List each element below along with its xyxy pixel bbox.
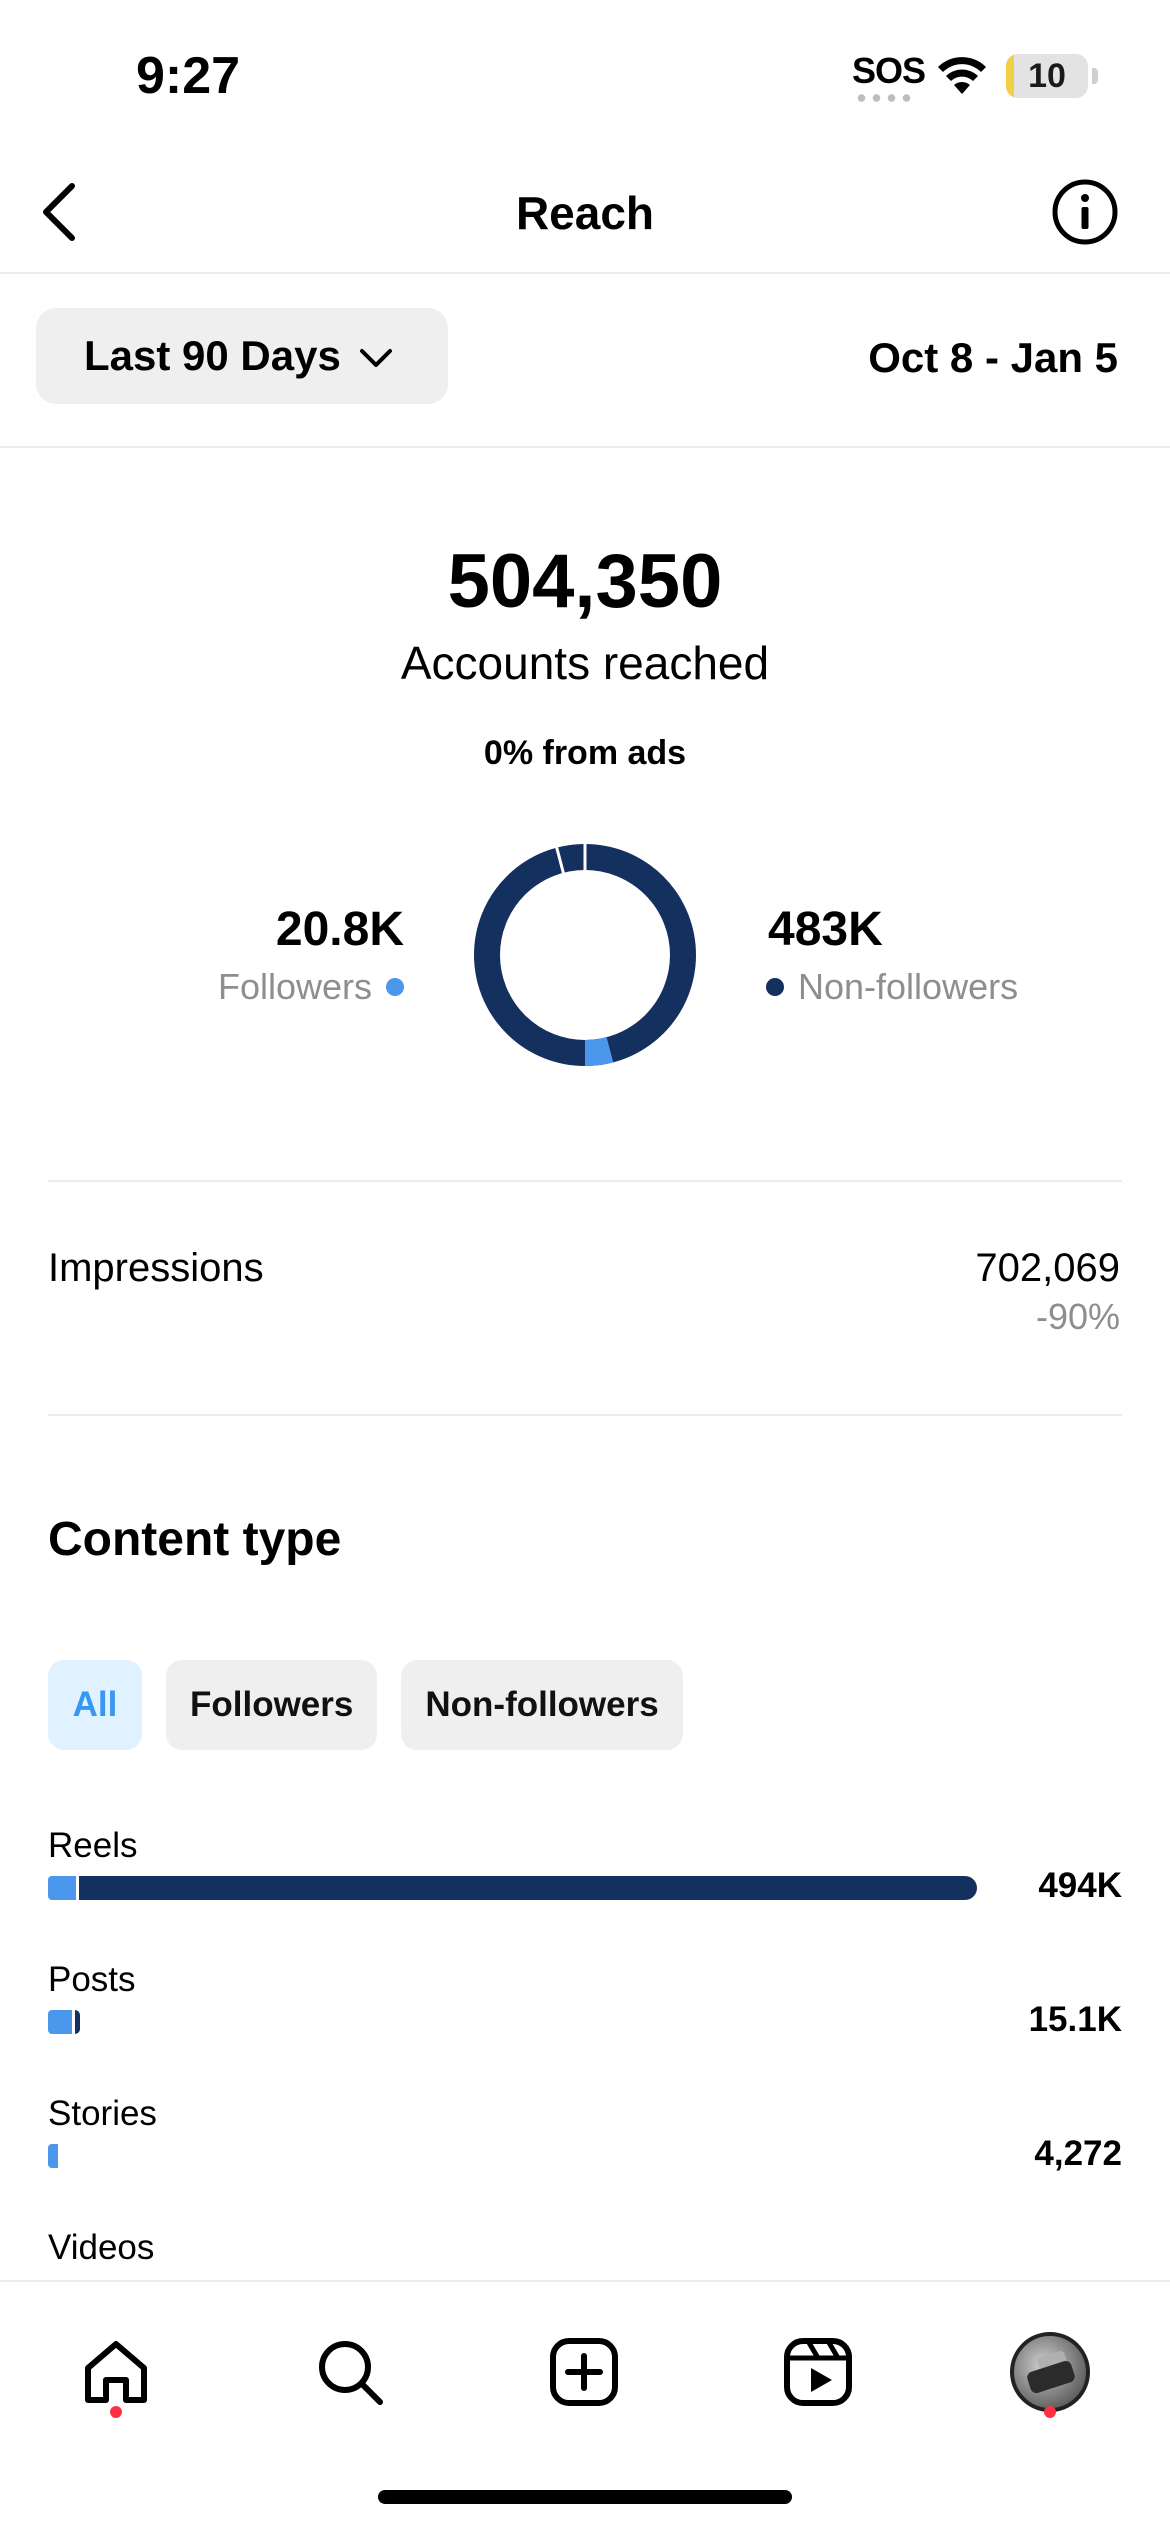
tab-search[interactable] <box>300 2322 400 2422</box>
bar-followers-segment <box>48 2010 72 2034</box>
content-type-title: Content type <box>48 1513 342 1566</box>
info-circle-icon <box>1052 179 1118 245</box>
battery-fill <box>1006 54 1015 98</box>
content-row-posts: Posts 15.1K <box>48 1960 1122 2070</box>
impressions-value: 702,069 <box>975 1246 1120 1290</box>
status-time: 9:27 <box>136 47 241 105</box>
content-row-bar <box>48 2144 58 2168</box>
content-row-label: Stories <box>48 2094 157 2133</box>
content-row-label: Videos <box>48 2228 155 2267</box>
range-dates: Oct 8 - Jan 5 <box>868 334 1118 381</box>
followers-dot <box>386 978 404 996</box>
tab-create[interactable] <box>534 2322 634 2422</box>
home-icon <box>85 2341 147 2403</box>
battery-icon: 10 <box>1006 54 1088 98</box>
followers-legend: Followers <box>218 966 404 1008</box>
content-row-label: Reels <box>48 1826 138 1865</box>
bar-followers-segment <box>48 2144 58 2168</box>
content-type-filters: All Followers Non-followers <box>48 1660 683 1750</box>
tab-reels[interactable] <box>768 2322 868 2422</box>
signal-dots <box>854 94 914 102</box>
battery-level: 10 <box>1028 57 1066 95</box>
home-indicator <box>378 2490 792 2504</box>
tab-home[interactable] <box>66 2322 166 2422</box>
content-row-value: 494K <box>1038 1866 1122 1905</box>
chevron-left-icon <box>43 183 75 241</box>
date-range-row: Last 90 Days Oct 8 - Jan 5 <box>0 274 1170 448</box>
profile-avatar <box>1010 2332 1090 2412</box>
bottom-tab-bar <box>0 2280 1170 2532</box>
content-row-bar <box>48 1876 977 1900</box>
accounts-reached-label: Accounts reached <box>400 637 770 689</box>
home-notification-dot <box>110 2406 122 2418</box>
content-row-videos: Videos <box>48 2228 1122 2338</box>
bar-gap <box>75 1876 79 1900</box>
range-dropdown-label: Last 90 Days <box>84 332 341 379</box>
search-icon <box>319 2341 383 2405</box>
filter-chip-nonfollowers[interactable]: Non-followers <box>401 1660 683 1750</box>
bar-nonfollowers-segment <box>74 2010 81 2034</box>
impressions-label: Impressions <box>48 1246 264 1290</box>
nonfollowers-label: Non-followers <box>798 966 1019 1007</box>
chevron-down-icon <box>359 349 392 367</box>
filter-chip-all[interactable]: All <box>48 1660 142 1750</box>
header: Reach <box>0 150 1170 274</box>
range-dropdown[interactable]: Last 90 Days <box>36 308 448 404</box>
battery-tip <box>1092 68 1098 84</box>
impressions-change: -90% <box>1035 1296 1120 1337</box>
divider <box>48 1414 1122 1416</box>
content-row-stories: Stories 4,272 <box>48 2094 1122 2204</box>
followers-value: 20.8K <box>275 903 404 956</box>
donut-followers-segment <box>474 844 696 1066</box>
nonfollowers-legend: Non-followers <box>766 966 1018 1008</box>
nonfollowers-dot <box>766 978 784 996</box>
donut-separator <box>555 847 566 876</box>
back-button[interactable] <box>18 172 98 252</box>
donut-nonfollowers-ring <box>474 844 696 1066</box>
profile-notification-dot <box>1044 2406 1056 2418</box>
bar-gap <box>71 2010 75 2034</box>
bar-nonfollowers-segment <box>78 1876 977 1900</box>
ads-share-label: 0% from ads <box>483 734 687 772</box>
accounts-reached-value: 504,350 <box>447 539 723 624</box>
avatar-detail <box>1025 2359 1077 2395</box>
content-row-label: Posts <box>48 1960 136 1999</box>
wifi-icon <box>938 57 986 94</box>
reels-icon <box>784 2338 852 2406</box>
nonfollowers-value: 483K <box>768 903 883 956</box>
content-row-reels: Reels 494K <box>48 1826 1122 1936</box>
content-row-bar <box>48 2010 81 2034</box>
divider <box>48 1180 1122 1182</box>
status-bar: 9:27 SOS 10 <box>0 0 1170 150</box>
info-button[interactable] <box>1045 172 1125 252</box>
followers-label: Followers <box>217 966 372 1007</box>
bar-followers-segment <box>48 1876 76 1900</box>
sos-indicator: SOS <box>852 50 926 91</box>
reach-donut-chart <box>474 844 696 1066</box>
content-row-value: 4,272 <box>1034 2134 1122 2173</box>
create-icon <box>550 2338 618 2406</box>
page-title: Reach <box>515 187 655 239</box>
filter-chip-followers[interactable]: Followers <box>166 1660 378 1750</box>
content-row-value: 15.1K <box>1028 2000 1122 2039</box>
